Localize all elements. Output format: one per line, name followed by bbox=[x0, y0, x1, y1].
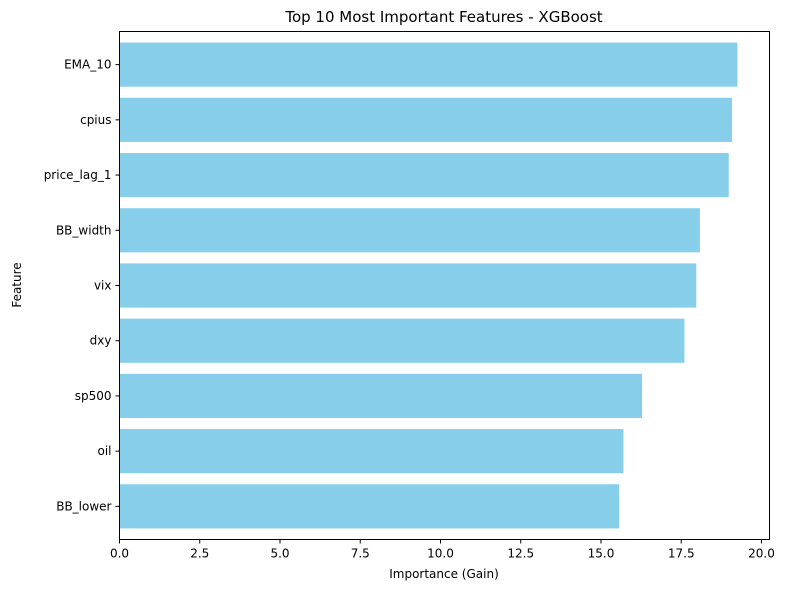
y-tick-label: vix bbox=[94, 279, 112, 293]
bar-sp500 bbox=[119, 373, 643, 419]
y-tick-label: cpius bbox=[80, 113, 111, 127]
bar-oil bbox=[119, 429, 624, 474]
x-tick-label: 7.5 bbox=[351, 547, 370, 561]
bar-cpius bbox=[119, 97, 732, 142]
x-tick-label: 17.5 bbox=[668, 547, 695, 561]
x-tick-label: 20.0 bbox=[748, 547, 775, 561]
y-tick-label: sp500 bbox=[75, 389, 112, 403]
bar-dxy bbox=[119, 318, 685, 363]
bar-price_lag_1 bbox=[119, 152, 729, 198]
y-tick-label: oil bbox=[97, 444, 111, 458]
y-axis-label: Feature bbox=[10, 262, 24, 307]
chart-title: Top 10 Most Important Features - XGBoost bbox=[284, 8, 602, 26]
x-tick-label: 12.5 bbox=[507, 547, 534, 561]
y-tick-label: price_lag_1 bbox=[44, 168, 112, 182]
bars-layer bbox=[119, 42, 738, 529]
y-tick-label: BB_width bbox=[56, 223, 112, 237]
x-axis-label: Importance (Gain) bbox=[389, 567, 499, 581]
x-tick-label: 2.5 bbox=[190, 547, 209, 561]
x-tick-label: 10.0 bbox=[427, 547, 454, 561]
x-tick-label: 15.0 bbox=[588, 547, 615, 561]
y-tick-label: BB_lower bbox=[56, 499, 111, 513]
x-tick-label: 5.0 bbox=[270, 547, 289, 561]
plot-area-frame bbox=[119, 31, 770, 540]
bar-BB_width bbox=[119, 208, 700, 253]
x-tick-label: 0.0 bbox=[110, 547, 129, 561]
bar-BB_lower bbox=[119, 484, 620, 529]
x-ticks: 0.0 2.5 5.0 7.5 10.0 12.5 15.0 17.5 20.0 bbox=[110, 539, 775, 561]
y-tick-label: EMA_10 bbox=[64, 58, 111, 72]
bar-EMA_10 bbox=[119, 42, 738, 87]
bar-vix bbox=[119, 263, 697, 308]
y-tick-label: dxy bbox=[90, 334, 112, 348]
